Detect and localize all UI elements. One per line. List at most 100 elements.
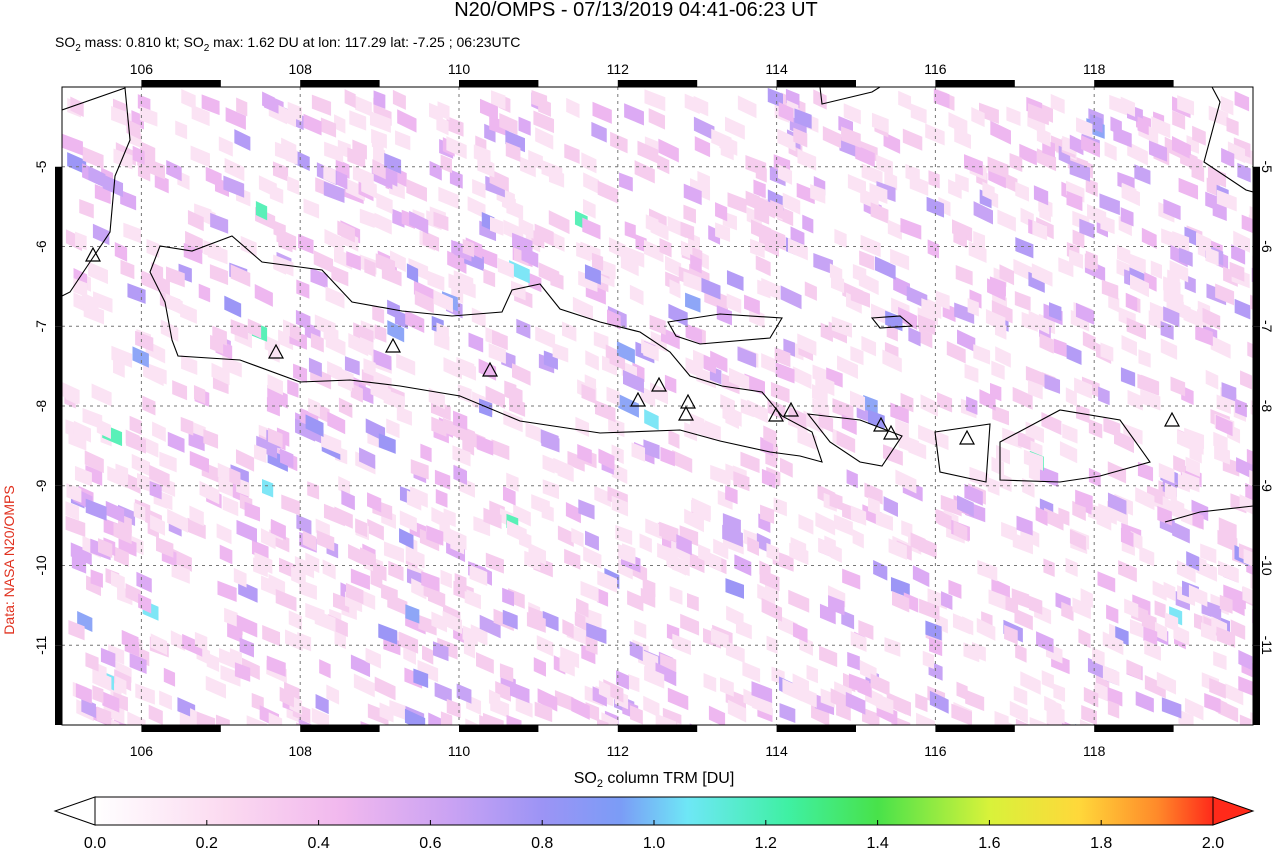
so2-pixel bbox=[814, 694, 835, 716]
frame-bar bbox=[1253, 645, 1260, 725]
so2-pixel bbox=[1242, 585, 1253, 607]
so2-pixel bbox=[1120, 367, 1136, 387]
so2-pixel bbox=[664, 255, 682, 278]
so2-pixel bbox=[715, 202, 728, 222]
so2-pixel bbox=[925, 620, 942, 641]
volcano bbox=[782, 401, 800, 417]
so2-pixel bbox=[399, 510, 417, 533]
so2-pixel bbox=[127, 711, 146, 725]
so2-pixel bbox=[353, 673, 375, 698]
so2-pixel bbox=[752, 693, 773, 716]
colorbar-min-arrow bbox=[53, 796, 96, 826]
so2-pixel bbox=[334, 114, 346, 134]
so2-pixel bbox=[836, 430, 856, 454]
so2-pixel bbox=[1082, 331, 1096, 352]
so2-pixel bbox=[65, 501, 80, 521]
label-part: column TRM [DU] bbox=[603, 770, 734, 787]
so2-pixel bbox=[1220, 95, 1234, 116]
so2-pixel bbox=[810, 184, 826, 204]
so2-pixel bbox=[898, 306, 918, 330]
so2-pixel bbox=[1058, 507, 1070, 526]
so2-pixel bbox=[982, 181, 995, 202]
so2-pixel bbox=[406, 178, 427, 202]
so2-pixel bbox=[599, 258, 616, 280]
so2-pixel bbox=[421, 571, 440, 592]
so2-pixel bbox=[811, 703, 830, 725]
so2-pixel bbox=[991, 577, 1010, 601]
so2-pixel bbox=[581, 152, 597, 174]
so2-pixel bbox=[190, 145, 210, 168]
so2-pixel bbox=[88, 165, 106, 189]
so2-pixel bbox=[289, 322, 302, 343]
frame-bar bbox=[935, 80, 1015, 87]
so2-pixel bbox=[703, 673, 717, 693]
so2-pixel bbox=[1000, 719, 1013, 725]
so2-pixel bbox=[1100, 214, 1115, 235]
so2-pixel bbox=[198, 283, 211, 303]
so2-pixel bbox=[408, 257, 429, 281]
so2-pixel bbox=[73, 420, 92, 443]
frame-bar bbox=[1094, 80, 1174, 87]
so2-pixel bbox=[611, 462, 628, 485]
so2-pixel bbox=[147, 158, 166, 180]
so2-pixel bbox=[876, 154, 893, 176]
so2-pixel bbox=[386, 418, 400, 439]
so2-pixel bbox=[476, 435, 494, 456]
so2-pixel bbox=[990, 120, 1011, 145]
so2-pixel bbox=[96, 706, 112, 725]
so2-pixel bbox=[564, 143, 580, 164]
so2-pixel bbox=[900, 217, 922, 240]
so2-pixel bbox=[440, 569, 452, 589]
so2-pixel bbox=[1117, 244, 1131, 265]
so2-pixel bbox=[1013, 685, 1028, 706]
so2-pixel bbox=[201, 94, 220, 116]
so2-pixel bbox=[954, 302, 975, 324]
so2-pixel bbox=[669, 279, 681, 299]
colorbar-tick-label: 0.6 bbox=[419, 835, 441, 852]
so2-pixel bbox=[1216, 189, 1237, 212]
so2-pixel bbox=[1185, 456, 1200, 477]
so2-pixel bbox=[948, 579, 962, 599]
so2-pixel bbox=[780, 285, 802, 310]
so2-pixel bbox=[113, 148, 133, 170]
colorbar-max-arrow bbox=[1212, 796, 1255, 826]
so2-pixel bbox=[528, 149, 543, 171]
so2-pixel bbox=[462, 625, 478, 646]
so2-pixel bbox=[1215, 414, 1233, 437]
so2-pixel bbox=[378, 433, 396, 454]
so2-pixel bbox=[861, 335, 877, 357]
so2-pixel bbox=[404, 708, 426, 725]
so2-pixel bbox=[1233, 230, 1251, 253]
so2-pixel bbox=[1215, 283, 1235, 306]
so2-pixel bbox=[1204, 692, 1221, 714]
so2-pixel bbox=[434, 682, 452, 704]
so2-pixel bbox=[910, 103, 927, 124]
so2-pixel bbox=[1092, 647, 1105, 667]
so2-pixel bbox=[1009, 700, 1028, 724]
so2-pixel bbox=[399, 528, 414, 550]
so2-pixel bbox=[1100, 342, 1114, 362]
so2-pixel bbox=[1154, 600, 1166, 619]
so2-pixel bbox=[629, 284, 644, 306]
so2-pixel bbox=[668, 303, 688, 327]
so2-pixel bbox=[390, 250, 406, 273]
so2-pixel bbox=[1140, 389, 1161, 411]
lat-tick-label: -10 bbox=[1259, 555, 1272, 575]
so2-pixel bbox=[166, 160, 182, 182]
so2-pixel bbox=[113, 546, 129, 567]
so2-pixel bbox=[143, 362, 164, 387]
so2-pixel bbox=[1149, 301, 1166, 323]
so2-pixel bbox=[755, 164, 767, 183]
so2-pixel bbox=[1028, 310, 1050, 335]
so2-pixel bbox=[690, 254, 702, 274]
so2-pixel bbox=[374, 676, 396, 701]
so2-pixel bbox=[834, 228, 847, 249]
so2-pixel bbox=[346, 251, 361, 271]
so2-pixel bbox=[533, 110, 555, 134]
so2-pixel bbox=[489, 115, 510, 137]
so2-pixel bbox=[751, 681, 773, 703]
so2-pixel bbox=[381, 264, 402, 287]
lat-tick-label: -7 bbox=[1259, 320, 1272, 333]
so2-pixel bbox=[1246, 448, 1253, 468]
so2-pixel bbox=[1047, 699, 1062, 720]
